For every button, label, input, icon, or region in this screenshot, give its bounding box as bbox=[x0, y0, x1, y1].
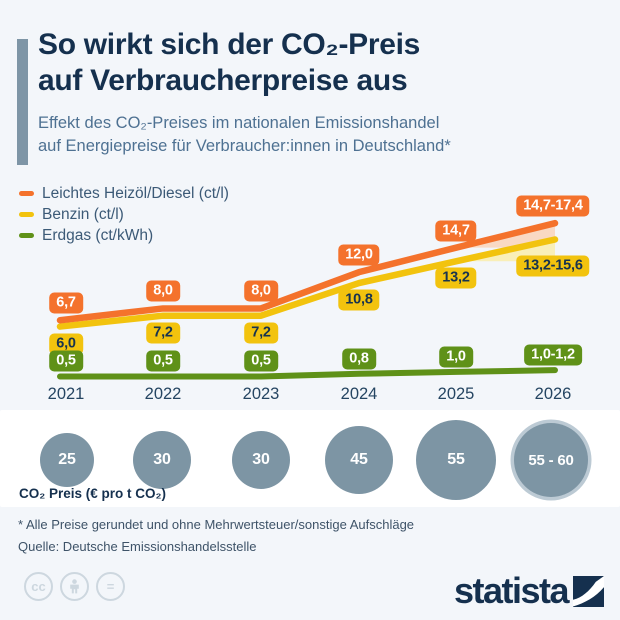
statista-wordmark: statista bbox=[453, 570, 570, 611]
co2-price-axis-label: CO₂ Preis (€ pro t CO₂) bbox=[19, 486, 167, 501]
value-badge: 7,2 bbox=[146, 322, 180, 344]
legend-item: Erdgas (ct/kWh) bbox=[19, 225, 229, 246]
value-badge: 13,2 bbox=[435, 267, 477, 289]
statista-logo[interactable]: statista bbox=[453, 570, 604, 611]
x-axis-year-label: 2022 bbox=[144, 385, 182, 403]
value-badge: 10,8 bbox=[338, 289, 380, 311]
value-badge: 14,7-17,4 bbox=[516, 195, 590, 217]
legend-label: Leichtes Heizöl/Diesel (ct/l) bbox=[42, 184, 229, 202]
legend-dash-icon bbox=[19, 190, 34, 197]
footnote-text: * Alle Preise gerundet und ohne Mehrwert… bbox=[18, 517, 415, 532]
legend-label: Benzin (ct/l) bbox=[42, 205, 124, 223]
legend-item: Leichtes Heizöl/Diesel (ct/l) bbox=[19, 183, 229, 204]
value-badge: 0,5 bbox=[49, 350, 83, 372]
person-glyph bbox=[70, 579, 79, 594]
chart-legend: Leichtes Heizöl/Diesel (ct/l) Benzin (ct/… bbox=[19, 183, 229, 246]
page-subtitle-line1: Effekt des CO₂-Preises im nationalen Emi… bbox=[38, 114, 440, 132]
page-subtitle: Effekt des CO₂-Preises im nationalen Emi… bbox=[38, 112, 451, 157]
cc-icon[interactable]: cc bbox=[24, 572, 53, 601]
source-text: Quelle: Deutsche Emissionshandelsstelle bbox=[18, 539, 257, 554]
value-badge: 1,0-1,2 bbox=[524, 344, 582, 366]
value-badge: 8,0 bbox=[146, 280, 180, 302]
x-axis-year-label: 2025 bbox=[437, 385, 475, 403]
equals-icon[interactable]: = bbox=[96, 572, 125, 601]
value-badge: 7,2 bbox=[244, 322, 278, 344]
legend-label: Erdgas (ct/kWh) bbox=[42, 226, 154, 244]
value-badge: 6,7 bbox=[49, 292, 83, 314]
page-title: So wirkt sich der CO₂-Preis auf Verbrauc… bbox=[38, 27, 420, 99]
page-subtitle-line2: auf Energiepreise für Verbraucher:innen … bbox=[38, 136, 451, 155]
value-badge: 6,0 bbox=[49, 333, 83, 355]
statista-square-icon bbox=[573, 576, 604, 607]
value-badge: 0,8 bbox=[342, 348, 376, 370]
title-accent-bar bbox=[17, 39, 28, 165]
value-badge: 0,5 bbox=[146, 350, 180, 372]
legend-dash-icon bbox=[19, 232, 34, 239]
value-badge: 1,0 bbox=[439, 346, 473, 368]
legend-dash-icon bbox=[19, 211, 34, 218]
attribution-person-icon[interactable] bbox=[60, 572, 89, 601]
page-title-line2: auf Verbraucherpreise aus bbox=[38, 64, 408, 97]
page-title-line1: So wirkt sich der CO₂-Preis bbox=[38, 28, 421, 61]
x-axis-year-label: 2024 bbox=[340, 385, 378, 403]
equals-icon-text: = bbox=[106, 579, 115, 594]
value-badge: 14,7 bbox=[435, 220, 477, 242]
value-badge: 13,2-15,6 bbox=[516, 255, 590, 277]
license-icons: cc = bbox=[24, 572, 125, 601]
value-badge: 12,0 bbox=[338, 244, 380, 266]
x-axis-year-label: 2026 bbox=[534, 385, 572, 403]
legend-item: Benzin (ct/l) bbox=[19, 204, 229, 225]
value-badge: 0,5 bbox=[244, 350, 278, 372]
x-axis-year-label: 2021 bbox=[47, 385, 85, 403]
x-axis-year-label: 2023 bbox=[242, 385, 280, 403]
cc-icon-text: cc bbox=[31, 579, 46, 594]
value-badge: 8,0 bbox=[244, 280, 278, 302]
